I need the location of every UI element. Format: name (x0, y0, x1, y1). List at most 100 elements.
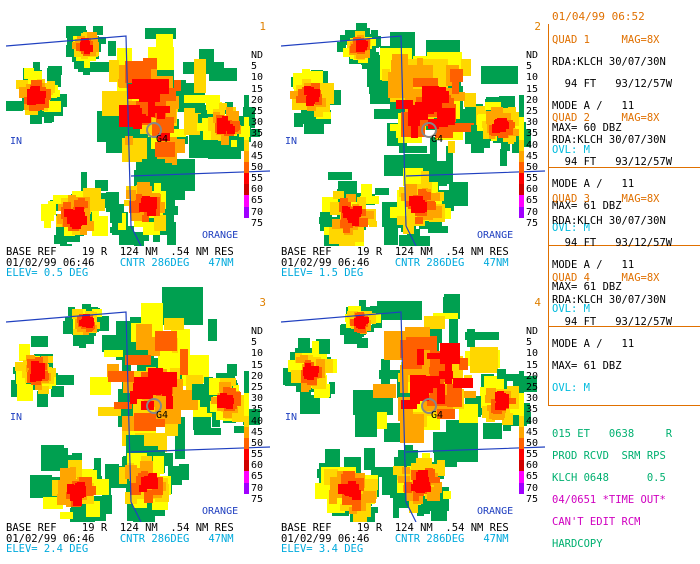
dbz-scale: ND 5 10 15 20 25 30 35 40 45 50 55 60 65 70 75 (244, 326, 270, 505)
mag: MAG=8X (621, 112, 660, 124)
scale-label: ND (251, 50, 264, 61)
radar-image[interactable]: IN ORANGE G4 (6, 6, 270, 246)
status-panel: 015 ET 0638 R PROD RCVD SRM RPS KLCH 064… (552, 418, 672, 561)
scale-row: 75 (519, 217, 545, 229)
product: BASE REF (281, 522, 332, 534)
scale-label: 65 (251, 195, 264, 207)
scale-row: 35 (519, 128, 545, 140)
rda: RDA:KLCH 30/07/30N (552, 294, 666, 306)
max: MAX= 61 DBZ (552, 281, 622, 293)
scale-row: 30 (244, 393, 270, 405)
scale-label: 60 (251, 184, 264, 196)
scale-label: 65 (526, 471, 539, 483)
elev: ELEV= 3.4 DEG (281, 543, 364, 555)
res: 19 R (356, 522, 383, 534)
scale-label: 70 (526, 206, 539, 218)
scale-row: 65 (244, 195, 270, 207)
status-line: CAN'T EDIT RCM (552, 516, 641, 528)
rda: RDA:KLCH 30/07/30N (552, 134, 666, 146)
scale-row: 15 (244, 83, 270, 95)
scale-row: 40 (519, 139, 545, 151)
scale-row: 5 (519, 61, 545, 73)
scale-row: 70 (519, 482, 545, 494)
scale-label: 70 (526, 482, 539, 494)
status-line: 04/0651 *TIME OUT* (552, 494, 666, 506)
scale-row: 55 (244, 173, 270, 185)
scale-label: 65 (526, 195, 539, 207)
quad4-info: QUAD 4 MAG=8X RDA:KLCH 30/07/30N 94 FT 9… (548, 262, 700, 406)
quadrant-footer: BASE REF 19 R 124 NM .54 NM RES 01/02/99 … (6, 247, 276, 279)
scale-label: 5 (251, 337, 258, 349)
dbz-scale: ND 5 10 15 20 25 30 35 40 45 50 55 60 65 70 75 (519, 326, 545, 505)
scale-row: 55 (519, 449, 545, 461)
scale-row: 60 (519, 184, 545, 196)
scale-row: 50 (519, 437, 545, 450)
scale-row: 70 (519, 206, 545, 218)
quad2-info: QUAD 2 MAG=8X RDA:KLCH 30/07/30N 94 FT 9… (548, 102, 700, 246)
date: 01/02/99 06:46 (281, 256, 370, 269)
scale-row: 45 (244, 426, 270, 438)
scale-label: 55 (526, 449, 539, 461)
scale-label: 35 (251, 404, 264, 416)
scale-row: 5 (244, 337, 270, 349)
radar-image[interactable]: IN ORANGE G4 (6, 282, 270, 522)
scale-label: 40 (526, 415, 539, 427)
scale-row: 75 (244, 493, 270, 505)
status-line: 015 ET 0638 R (552, 428, 673, 440)
date: 01/02/99 06:46 (281, 532, 370, 545)
mode: MODE A / 11 (552, 338, 635, 350)
rda: RDA:KLCH 30/07/30N (552, 56, 666, 68)
scale-label: 10 (526, 72, 539, 84)
scale-row: 30 (244, 117, 270, 129)
radar-quadrant-2[interactable]: IN ORANGE G4 2 ND 5 10 15 20 25 30 35 40 45 50 55 60… (275, 0, 545, 278)
scale-label: 60 (526, 184, 539, 196)
map-label-orange: ORANGE (477, 506, 514, 517)
scale-label: 50 (251, 161, 264, 173)
map-label-in: IN (10, 412, 23, 423)
reso: .54 NM RES (445, 522, 509, 534)
scale-row: 10 (244, 72, 270, 84)
quad1-info: QUAD 1 MAG=8X RDA:KLCH 30/07/30N 94 FT 9… (548, 24, 700, 168)
hardcopy-button[interactable]: HARDCOPY (552, 538, 603, 550)
max: MAX= 60 DBZ (552, 122, 622, 134)
quad-title: QUAD 3 (552, 193, 590, 205)
scale-label: 20 (251, 94, 264, 106)
scale-row: 35 (519, 404, 545, 416)
dbz-scale: ND 5 10 15 20 25 30 35 40 45 50 55 60 65 70 75 (519, 50, 545, 229)
radar-quadrant-3[interactable]: IN ORANGE G4 3 ND 5 10 15 20 25 30 35 40 45 50 55 60… (0, 276, 270, 554)
max: MAX= 61 DBZ (552, 200, 622, 212)
radar-image[interactable]: IN ORANGE G4 (281, 6, 545, 246)
radar-quadrant-1[interactable]: IN ORANGE G4 1 ND 5 10 15 20 25 30 35 40 45 50 55 60… (0, 0, 270, 278)
scale-label: 30 (251, 117, 264, 129)
quadrant-number: 3 (259, 296, 266, 309)
scale-label: 40 (251, 415, 264, 427)
scale-row: 30 (519, 117, 545, 129)
elev: ELEV= 0.5 DEG (6, 267, 89, 279)
scale-row: 50 (519, 161, 545, 174)
radar-reflectivity-map (281, 23, 545, 246)
ovl: OVL: M (552, 144, 590, 156)
scale-row: 25 (244, 105, 270, 118)
res: 19 R (81, 522, 108, 534)
ft: 94 FT 93/12/57W (552, 78, 673, 90)
dist: 47NM (483, 532, 509, 545)
scale-row: 60 (519, 460, 545, 472)
radar-quadrant-4[interactable]: IN ORANGE G4 4 ND 5 10 15 20 25 30 35 40 45 50 55 60… (275, 276, 545, 554)
map-label-in: IN (10, 136, 23, 147)
scale-label: 5 (526, 337, 533, 349)
scale-label: 45 (526, 150, 539, 162)
quadrant-number: 4 (534, 296, 541, 309)
scale-label: 20 (526, 94, 539, 106)
scale-label: 15 (251, 359, 264, 371)
scale-label: 40 (526, 139, 539, 151)
scale-row: 40 (244, 139, 270, 151)
dbz-scale: ND 5 10 15 20 25 30 35 40 45 50 55 60 65 70 75 (244, 50, 270, 229)
quadrant-footer: BASE REF 19 R 124 NM .54 NM RES 01/02/99 … (6, 523, 276, 555)
scale-row: 45 (244, 150, 270, 162)
scale-label: 25 (526, 105, 539, 117)
ft: 94 FT 93/12/57W (552, 316, 673, 328)
scale-row: 20 (244, 94, 270, 106)
scale-row: 10 (519, 348, 545, 360)
radar-image[interactable]: IN ORANGE G4 (281, 282, 545, 522)
scale-row: ND (519, 326, 545, 338)
